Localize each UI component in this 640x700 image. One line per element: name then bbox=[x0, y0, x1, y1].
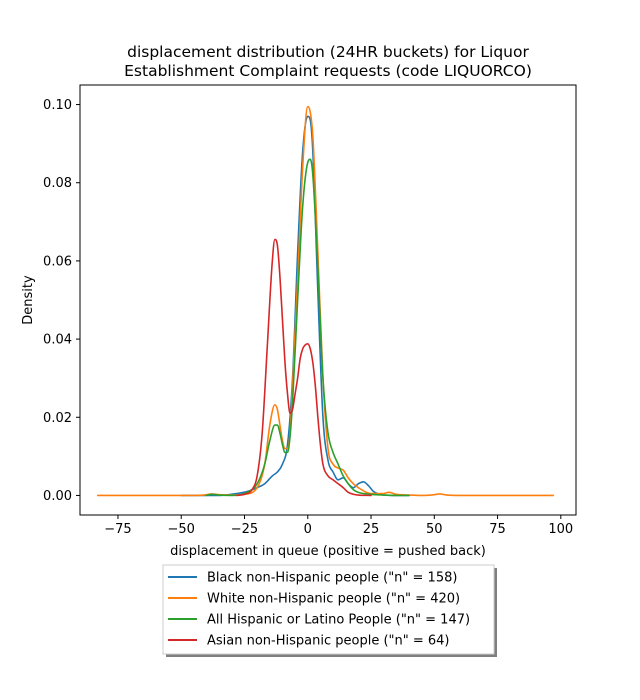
ticks-group: −75 −50 −25 0 25 50 75 100 0.00 0.02 0.04 0.06 0.08 0… bbox=[43, 98, 573, 537]
y-axis-label: Density bbox=[21, 275, 36, 325]
legend-label-0: Black non-Hispanic people ("n" = 158) bbox=[207, 571, 457, 586]
legend-box bbox=[162, 564, 495, 655]
x-tick-label: −75 bbox=[104, 522, 131, 537]
y-tick-label: 0.06 bbox=[43, 254, 72, 269]
x-tick-label: 100 bbox=[548, 522, 573, 537]
x-tick-label: 75 bbox=[489, 522, 506, 537]
legend: Black non-Hispanic people ("n" = 158) Whi… bbox=[162, 564, 497, 657]
plot-frame bbox=[79, 84, 577, 516]
y-tick-label: 0.04 bbox=[43, 333, 72, 348]
series-line-1 bbox=[96, 105, 555, 497]
legend-label-1: White non-Hispanic people ("n" = 420) bbox=[207, 592, 460, 607]
legend-label-2: All Hispanic or Latino People ("n" = 147… bbox=[207, 613, 470, 628]
x-tick-label: 50 bbox=[426, 522, 443, 537]
legend-items: Black non-Hispanic people ("n" = 158) Whi… bbox=[168, 571, 470, 649]
y-tick-label: 0.00 bbox=[43, 489, 72, 504]
x-tick-label: 0 bbox=[304, 522, 312, 537]
x-tick-label: 25 bbox=[363, 522, 380, 537]
legend-label-3: Asian non-Hispanic people ("n" = 64) bbox=[207, 634, 450, 649]
series-group bbox=[96, 105, 555, 497]
x-tick-label: −25 bbox=[231, 522, 258, 537]
y-tick-label: 0.10 bbox=[43, 98, 72, 113]
x-axis-label: displacement in queue (positive = pushed… bbox=[170, 544, 486, 559]
chart-title-line2: Establishment Complaint requests (code L… bbox=[124, 62, 532, 80]
series-line-0 bbox=[180, 115, 410, 497]
x-tick-label: −50 bbox=[168, 522, 195, 537]
series-line-2 bbox=[205, 158, 410, 497]
y-tick-label: 0.02 bbox=[43, 411, 72, 426]
series-line-3 bbox=[236, 238, 372, 497]
chart-title-line1: displacement distribution (24HR buckets)… bbox=[127, 43, 529, 61]
y-tick-label: 0.08 bbox=[43, 176, 72, 191]
